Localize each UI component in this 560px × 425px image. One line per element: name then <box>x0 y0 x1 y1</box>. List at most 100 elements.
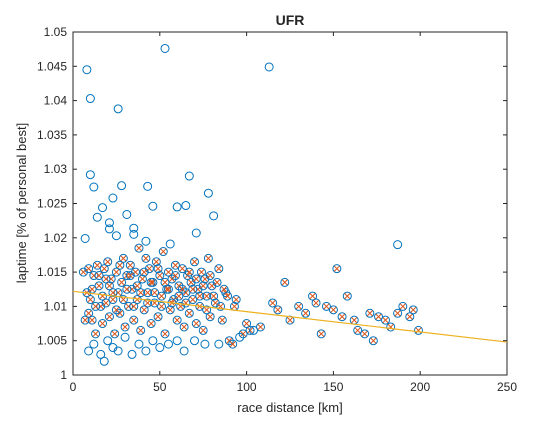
y-axis-label: laptime [% of personal best] <box>14 123 29 283</box>
data-point-cross <box>130 303 137 310</box>
data-point-cross <box>96 282 102 289</box>
data-point-cross <box>155 313 162 320</box>
data-point-cross <box>85 265 92 272</box>
data-point-cross <box>330 306 337 313</box>
data-point-circle <box>337 312 347 322</box>
data-point-circle <box>143 288 153 298</box>
data-point-circle <box>386 322 396 332</box>
data-point-cross <box>344 293 351 300</box>
data-point-circle <box>172 315 182 325</box>
data-point-circle <box>151 257 161 267</box>
data-point-circle <box>214 264 224 274</box>
data-point-circle <box>365 308 375 318</box>
data-point-circle <box>268 298 278 308</box>
data-point-circle <box>179 322 189 332</box>
data-point-circle <box>160 43 170 53</box>
data-point-cross <box>127 262 134 269</box>
data-point-cross <box>104 258 111 265</box>
y-tick-label: 1.045 <box>37 59 67 73</box>
data-point-cross <box>189 286 196 293</box>
y-tick-label: 1.04 <box>44 94 68 108</box>
data-point-circle <box>111 231 121 241</box>
data-point-circle <box>153 312 163 322</box>
data-point-cross <box>354 327 361 334</box>
data-point-circle <box>157 291 167 301</box>
data-point-cross <box>281 279 288 286</box>
data-point-circle <box>122 284 132 294</box>
data-point-circle <box>129 301 139 311</box>
data-point-circle <box>150 298 160 308</box>
data-point-cross <box>221 286 227 293</box>
data-point-cross <box>181 324 188 330</box>
data-point-cross <box>82 317 89 324</box>
data-point-circle <box>172 202 182 212</box>
data-point-circle <box>231 295 241 305</box>
data-point-cross <box>118 279 125 286</box>
x-tick-label: 0 <box>70 380 77 394</box>
data-point-cross <box>151 289 158 296</box>
data-point-circle <box>332 264 342 274</box>
data-point-cross <box>229 341 236 348</box>
data-point-cross <box>394 310 401 317</box>
data-point-circle <box>120 332 130 342</box>
data-point-circle <box>113 346 123 356</box>
x-tick-label: 50 <box>153 380 167 394</box>
data-point-circle <box>360 329 370 339</box>
data-point-circle <box>136 325 146 335</box>
data-point-circle <box>160 329 170 339</box>
data-point-cross <box>158 293 165 300</box>
data-point-cross <box>333 265 340 272</box>
data-point-circle <box>311 298 321 308</box>
data-point-cross <box>233 296 240 303</box>
data-point-cross <box>189 296 196 303</box>
data-point-circle <box>264 62 274 72</box>
data-point-cross <box>295 303 302 310</box>
data-point-cross <box>89 317 96 324</box>
data-point-circle <box>223 291 233 301</box>
x-tick-label: 150 <box>323 380 343 394</box>
data-point-circle <box>195 291 205 301</box>
data-point-cross <box>134 296 141 303</box>
data-point-circle <box>255 322 265 332</box>
data-point-circle <box>170 260 180 270</box>
data-point-cross <box>139 276 146 282</box>
data-point-circle <box>148 201 158 211</box>
data-point-cross <box>116 262 123 269</box>
data-point-cross <box>148 320 155 327</box>
data-point-circle <box>127 349 137 359</box>
data-point-cross <box>274 306 281 313</box>
data-point-cross <box>215 265 222 272</box>
data-point-circle <box>92 212 102 222</box>
data-point-cross <box>375 313 382 320</box>
data-point-cross <box>92 303 99 310</box>
data-point-cross <box>203 293 210 300</box>
data-point-circle <box>408 305 418 315</box>
data-point-cross <box>361 330 368 337</box>
y-axis-ticks: 1 1.005 1.01 1.015 1.02 1.025 1.03 1.035 1.04 1.0… <box>37 25 507 382</box>
data-point-circle <box>98 203 108 213</box>
data-point-circle <box>108 288 118 298</box>
data-point-circle <box>242 319 252 329</box>
data-point-cross <box>207 313 214 320</box>
data-point-circle <box>191 319 201 329</box>
data-point-cross <box>269 300 276 306</box>
y-tick-label: 1.01 <box>44 299 68 313</box>
data-point-circle <box>143 181 153 191</box>
data-point-circle <box>157 301 167 311</box>
x-axis-label: race distance [km] <box>237 400 343 415</box>
data-point-circle <box>212 277 222 287</box>
data-point-cross <box>302 310 309 317</box>
data-point-cross <box>165 269 172 276</box>
data-point-circle <box>328 305 338 315</box>
data-point-circle <box>179 346 189 356</box>
data-point-circle <box>177 284 187 294</box>
data-point-cross <box>167 306 174 313</box>
data-point-circle <box>393 240 403 250</box>
data-point-circle <box>134 243 144 253</box>
x-tick-label: 250 <box>497 380 517 394</box>
data-point-cross <box>127 272 134 279</box>
data-point-circle <box>398 301 408 311</box>
data-point-circle <box>342 291 352 301</box>
data-point-circle <box>108 193 118 203</box>
data-point-cross <box>339 313 346 320</box>
